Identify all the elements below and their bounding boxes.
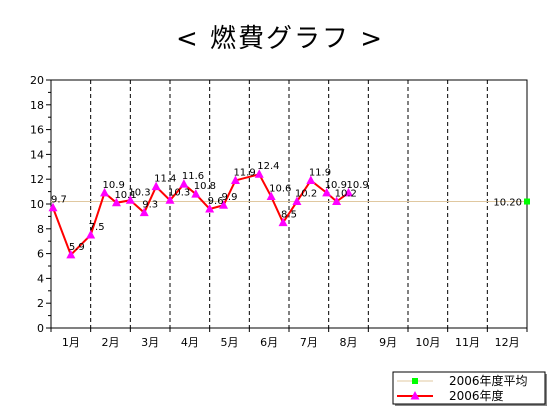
data-point [219, 200, 229, 209]
x-tick-label: 12月 [495, 336, 520, 349]
average-value-label: 10.20 [493, 198, 522, 209]
data-label: 10.2 [295, 189, 317, 200]
y-tick-label: 20 [30, 74, 44, 87]
data-label: 9.3 [142, 200, 158, 211]
x-tick-label: 2月 [102, 336, 120, 349]
data-point [278, 217, 288, 227]
data-label: 10.9 [103, 180, 125, 191]
data-label: 10.1 [114, 190, 136, 201]
data-label: 10.6 [269, 184, 291, 195]
data-label: 5.9 [69, 242, 85, 253]
data-point [306, 175, 316, 184]
y-tick-label: 2 [37, 297, 44, 310]
data-point [292, 196, 302, 206]
x-tick-label: 1月 [62, 336, 80, 349]
y-tick-label: 6 [37, 248, 44, 261]
y-tick-label: 8 [37, 223, 44, 236]
data-label: 9.9 [222, 192, 238, 203]
legend-marker-2006 [410, 391, 420, 400]
legend-label-2006: 2006年度 [449, 388, 504, 403]
data-label: 10.2 [335, 189, 357, 200]
x-tick-label: 4月 [181, 336, 199, 349]
chart-title: < 燃費グラフ > [175, 24, 385, 54]
series-layer [48, 169, 530, 259]
data-label: 9.7 [51, 195, 67, 206]
data-point [151, 181, 161, 191]
data-label: 10.9 [325, 180, 347, 191]
data-point [66, 249, 76, 259]
data-point [230, 175, 240, 184]
data-point [125, 195, 135, 204]
data-label: 11.4 [154, 174, 176, 185]
data-label: 10.3 [128, 187, 150, 198]
data-point [86, 230, 96, 239]
data-point [344, 187, 353, 197]
grid-layer [90, 80, 488, 328]
legend-label-average: 2006年度平均 [449, 373, 528, 388]
x-tick-label: 7月 [300, 336, 318, 349]
data-label: 9.6 [208, 196, 224, 207]
data-label: 8.5 [281, 210, 297, 221]
x-tick-label: 9月 [379, 336, 397, 349]
data-label: 11.6 [182, 171, 204, 182]
legend-marker-average [412, 378, 418, 384]
y-tick-label: 18 [30, 99, 44, 112]
data-point [165, 195, 175, 204]
data-point [254, 169, 264, 178]
y-tick-label: 12 [30, 173, 44, 186]
data-point [179, 179, 189, 188]
data-label: 11.9 [233, 167, 255, 178]
x-tick-label: 11月 [455, 336, 480, 349]
data-label: 7.5 [89, 222, 105, 233]
data-label: 10.9 [347, 180, 369, 191]
data-label: 10.3 [168, 187, 190, 198]
x-tick-label: 5月 [221, 336, 239, 349]
y-tick-label: 0 [37, 322, 44, 335]
x-tick-label: 6月 [260, 336, 278, 349]
data-point [48, 202, 58, 212]
x-tick-label: 10月 [415, 336, 440, 349]
data-point [100, 187, 110, 197]
y-tick-label: 14 [30, 148, 44, 161]
axis-layer: 0 2 4 6 8 10 12 14 16 18 20 1月 2月 3月 4月 5月 6月 7月 8月 9月 10月 11… [30, 74, 528, 349]
data-label: 10.8 [194, 181, 216, 192]
x-tick-label: 8月 [340, 336, 358, 349]
average-marker [524, 198, 530, 205]
y-tick-label: 10 [30, 198, 44, 211]
data-label: 11.9 [309, 167, 331, 178]
series-line-2006 [52, 173, 350, 257]
y-tick-label: 4 [37, 272, 44, 285]
data-point [322, 187, 332, 197]
data-label: 12.4 [257, 161, 279, 172]
data-point [266, 191, 276, 201]
data-point [111, 197, 121, 207]
y-tick-label: 16 [30, 124, 44, 137]
data-point [139, 207, 149, 217]
data-point [191, 189, 201, 198]
data-point [205, 203, 215, 213]
x-tick-label: 3月 [141, 336, 159, 349]
label-layer: 10.209.75.97.510.910.110.39.311.410.311.… [51, 161, 522, 253]
data-point [332, 196, 342, 206]
